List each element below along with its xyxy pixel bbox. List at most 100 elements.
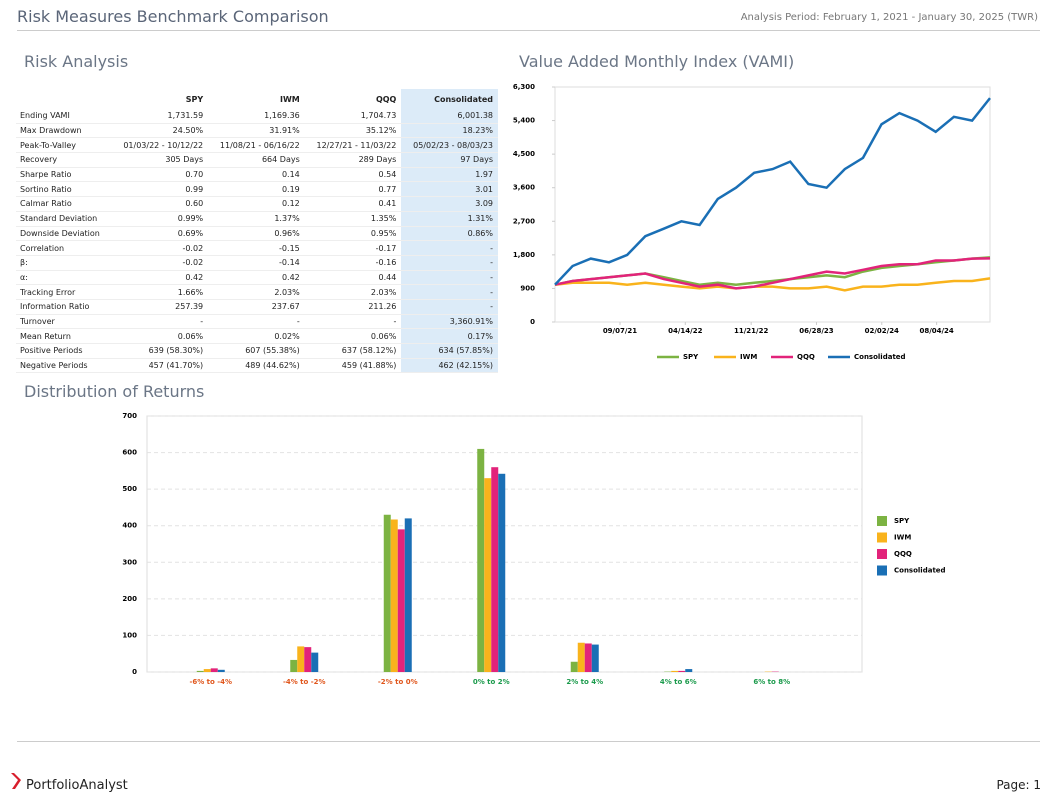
- y-tick-label: 0: [530, 318, 535, 326]
- bar: [203, 669, 211, 672]
- table-cell: -0.02: [111, 255, 209, 271]
- column-header: QQQ: [375, 94, 397, 104]
- legend-label: QQQ: [797, 353, 815, 361]
- bar: [297, 646, 305, 672]
- table-cell: 0.69%: [111, 226, 209, 242]
- bar: [311, 652, 319, 672]
- legend-swatch: [877, 565, 887, 576]
- table-row: Mean Return 0.06% 0.02% 0.06% 0.17%: [16, 328, 498, 344]
- row-label: Correlation: [16, 240, 112, 256]
- row-label: Positive Periods: [16, 343, 112, 359]
- y-tick-label: 900: [520, 284, 535, 292]
- column-header: Consolidated: [401, 89, 498, 109]
- x-tick-label: 2% to 4%: [566, 678, 603, 686]
- table-cell: 2.03%: [208, 284, 305, 300]
- legend-label: SPY: [683, 353, 699, 361]
- table-cell: 0.41: [304, 196, 402, 212]
- legend-swatch: [877, 532, 887, 543]
- row-label: α:: [16, 270, 112, 286]
- table-cell: -0.16: [304, 255, 402, 271]
- table-cell: 211.26: [304, 299, 402, 315]
- table-cell: 0.19: [208, 181, 305, 198]
- legend-label: IWM: [740, 353, 757, 361]
- y-tick-label: 400: [122, 522, 137, 530]
- table-row: Information Ratio 257.39 237.67 211.26-: [16, 299, 498, 315]
- table-cell: 459 (41.88%): [304, 358, 402, 374]
- table-cell: 0.54: [304, 167, 402, 183]
- row-label: Mean Return: [16, 328, 112, 344]
- column-header: IWM: [279, 94, 300, 104]
- table-cell: -0.14: [208, 255, 305, 271]
- table-cell: 0.86%: [401, 226, 498, 242]
- x-tick-label: 08/04/24: [919, 327, 953, 335]
- x-tick-label: -2% to 0%: [378, 678, 418, 686]
- section-title: Distribution of Returns: [24, 382, 205, 401]
- x-tick-label: 6% to 8%: [753, 678, 790, 686]
- table-cell: 1.66%: [111, 284, 209, 300]
- table-cell: -: [304, 314, 402, 330]
- bar: [196, 670, 204, 672]
- bar: [390, 519, 398, 672]
- y-tick-label: 1,800: [513, 251, 535, 259]
- table-cell: 0.02%: [208, 328, 305, 344]
- table-cell: 3.09: [401, 196, 498, 212]
- x-tick-label: 11/21/22: [734, 327, 768, 335]
- bar: [484, 478, 492, 672]
- x-tick-label: -4% to -2%: [283, 678, 326, 686]
- table-row: Recovery 305 Days 664 Days 289 Days 97 Days: [16, 152, 498, 168]
- bar: [304, 647, 312, 672]
- table-cell: 0.99%: [111, 211, 209, 227]
- table-cell: 457 (41.70%): [111, 358, 209, 374]
- risk-table: SPY IWM QQQ Consolidated Ending VAMI 1,731.59…: [16, 89, 498, 374]
- table-cell: 1.37%: [208, 211, 305, 227]
- table-row: Calmar Ratio 0.60 0.12 0.41 3.09: [16, 196, 498, 212]
- table-cell: 305 Days: [111, 152, 209, 168]
- bar: [217, 669, 225, 672]
- y-tick-label: 2,700: [513, 217, 535, 225]
- y-tick-label: 5,400: [513, 117, 535, 125]
- x-tick-label: 06/28/23: [799, 327, 833, 335]
- bar: [477, 448, 485, 672]
- table-cell: -: [401, 255, 498, 271]
- table-cell: 3,360.91%: [401, 314, 498, 330]
- table-cell: -0.15: [208, 240, 305, 256]
- table-cell: 11/08/21 - 06/16/22: [208, 137, 305, 154]
- table-cell: -: [111, 314, 209, 330]
- series-line: [554, 257, 991, 290]
- table-row: Tracking Error 1.66% 2.03% 2.03% -: [16, 284, 498, 300]
- bar: [584, 643, 592, 672]
- y-tick-label: 200: [122, 595, 137, 603]
- legend-swatch: [877, 549, 887, 559]
- table-cell: 0.99: [111, 181, 209, 198]
- table-cell: 637 (58.12%): [304, 343, 402, 359]
- table-row: Peak-To-Valley 01/03/22 - 10/12/22 11/08/2…: [16, 137, 498, 154]
- table-cell: 31.91%: [208, 123, 305, 139]
- y-tick-label: 300: [122, 558, 137, 566]
- table-cell: 607 (55.38%): [208, 343, 305, 359]
- table-cell: 1.31%: [401, 211, 498, 227]
- bar: [397, 529, 405, 672]
- y-tick-label: 700: [122, 412, 137, 420]
- y-tick-label: 4,500: [513, 150, 535, 158]
- table-cell: 257.39: [111, 299, 209, 315]
- row-label: Turnover: [16, 314, 112, 330]
- table-row: Downside Deviation 0.69% 0.96% 0.95% 0.86%: [16, 226, 498, 242]
- bar: [404, 518, 412, 672]
- table-cell: -: [401, 299, 498, 315]
- row-label: Max Drawdown: [16, 123, 112, 139]
- table-cell: 35.12%: [304, 123, 402, 139]
- legend-label: IWM: [894, 534, 911, 542]
- table-row: Ending VAMI 1,731.59 1,169.36 1,704.73 6,001…: [16, 109, 498, 124]
- table-cell: 639 (58.30%): [111, 343, 209, 359]
- table-cell: 0.44: [304, 270, 402, 286]
- brand-logo: [11, 773, 21, 789]
- table-row: Sortino Ratio 0.99 0.19 0.77 3.01: [16, 181, 498, 198]
- row-label: Negative Periods: [16, 358, 112, 374]
- table-cell: 0.17%: [401, 328, 498, 344]
- x-tick-label: 04/14/22: [668, 327, 702, 335]
- plot-frame: [554, 86, 991, 323]
- section-title: Risk Analysis: [24, 52, 129, 71]
- x-tick-label: 02/02/24: [865, 327, 899, 335]
- table-row: Positive Periods 639 (58.30%) 607 (55.38%)…: [16, 343, 498, 359]
- y-tick-label: 6,300: [513, 83, 535, 91]
